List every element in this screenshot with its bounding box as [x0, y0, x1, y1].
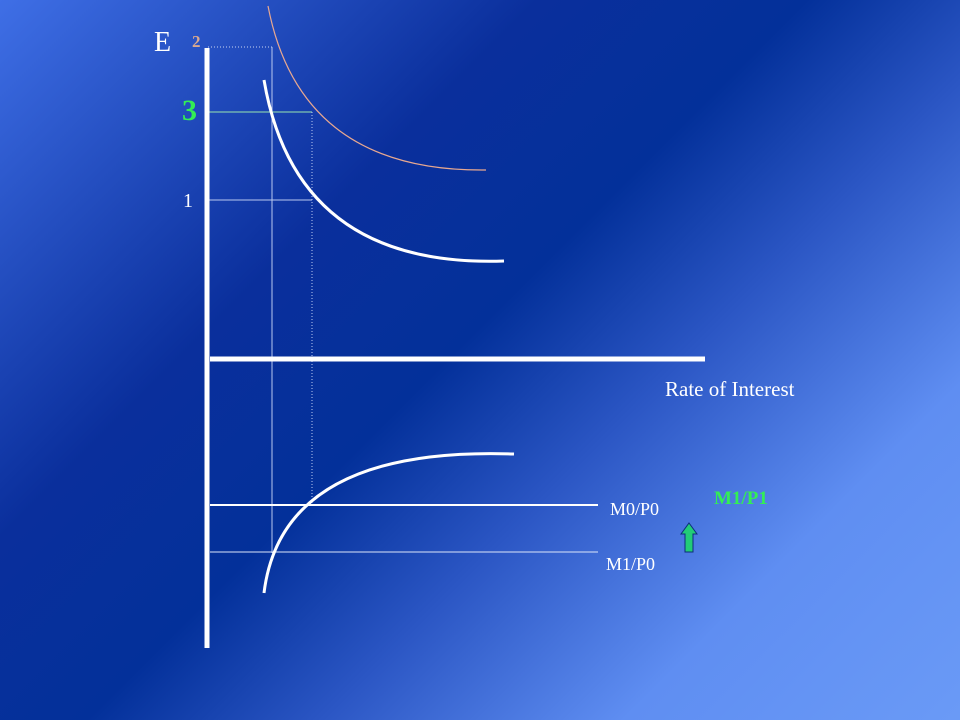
original-demand-curve	[262, 79, 505, 263]
level-1-label: 1	[183, 190, 193, 212]
shifted-demand-curve	[267, 5, 487, 171]
money-supply-m0p0-label: M0/P0	[610, 499, 660, 519]
level-2-label: 2	[192, 32, 201, 51]
money-supply-m1p0-label: M1/P0	[606, 554, 656, 574]
money-demand-curve	[262, 452, 515, 594]
horizontal-axis-label: Rate of Interest	[665, 377, 795, 401]
money-supply-m1p1-label: M1/P1	[714, 488, 768, 509]
up-arrow-icon	[680, 522, 698, 553]
level-3-label: 3	[182, 94, 197, 127]
vertical-axis-label: E	[154, 27, 172, 58]
